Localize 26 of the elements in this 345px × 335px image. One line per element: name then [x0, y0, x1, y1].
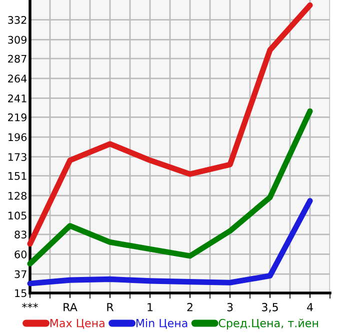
y-tick-label: 83 — [14, 230, 26, 239]
x-tick-label: RA — [64, 303, 78, 312]
y-tick-label: 60 — [14, 250, 27, 258]
y-tick-label: 332 — [8, 16, 26, 24]
y-tick-label: 151 — [8, 172, 26, 180]
y-tick-label: 105 — [8, 212, 26, 220]
x-tick-label: R — [107, 303, 114, 312]
y-tick-label: 173 — [8, 153, 26, 161]
x-tick-label: 4 — [307, 303, 313, 312]
y-tick-label: 264 — [8, 74, 27, 83]
x-tick-label: *** — [22, 302, 38, 308]
y-tick-label: 128 — [8, 192, 27, 200]
legend-label: Min Цена — [136, 318, 188, 329]
y-tick-label: 15 — [15, 289, 26, 298]
y-tick-label: 309 — [8, 36, 26, 44]
y-tick-label: 241 — [8, 94, 26, 102]
x-tick-label: 1 — [148, 303, 153, 312]
y-tick-label: 196 — [8, 133, 27, 142]
y-tick-label: 37 — [14, 270, 26, 278]
x-tick-label: 2 — [187, 302, 192, 312]
y-tick-label: 219 — [8, 113, 26, 122]
legend-label: Сред.Цена, т.йен — [218, 318, 318, 330]
y-tick-label: 287 — [8, 54, 26, 63]
x-tick-label: 3 — [227, 302, 233, 312]
legend-label: Max Цена — [50, 319, 104, 329]
x-tick-label: 3,5 — [262, 302, 278, 312]
